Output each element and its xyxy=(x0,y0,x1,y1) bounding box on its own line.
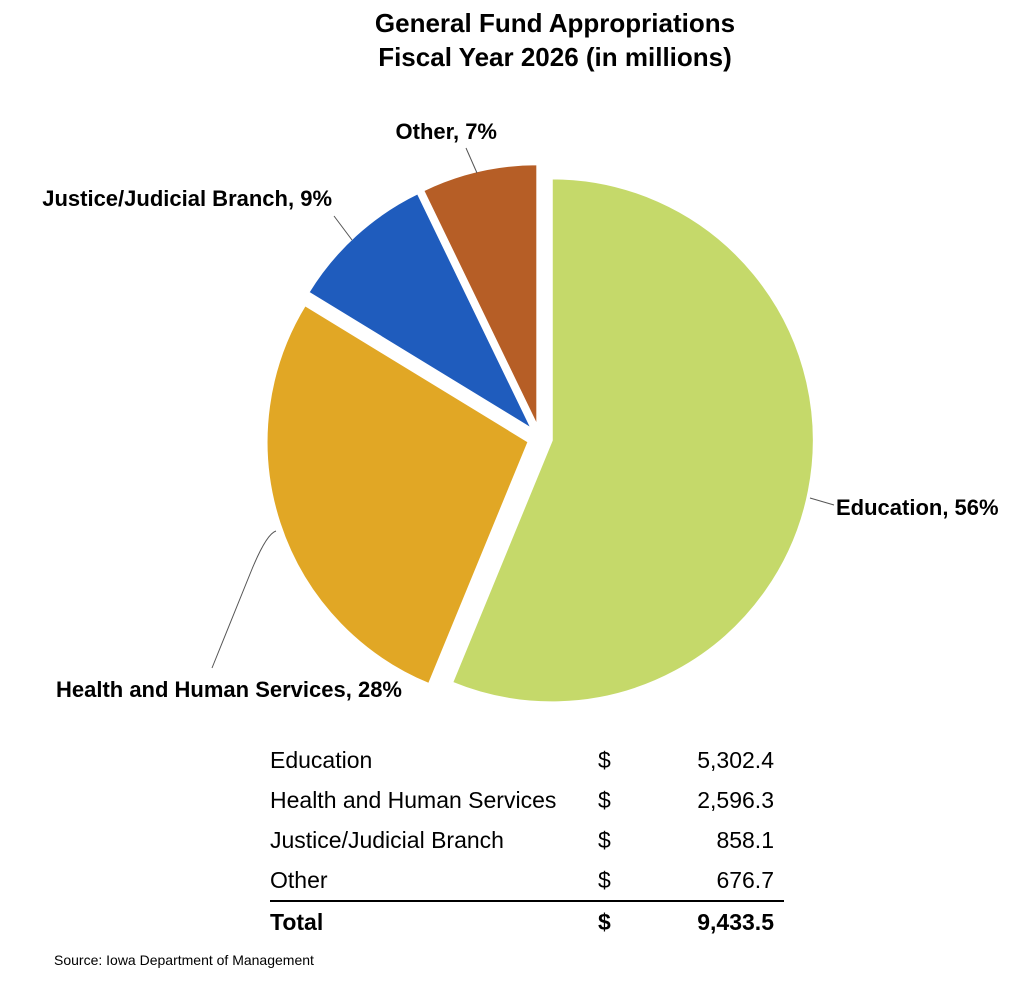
pie-chart: Education, 56% Health and Human Services,… xyxy=(42,119,999,704)
leader-line xyxy=(465,147,478,174)
row-currency: $ xyxy=(598,867,611,893)
row-value: 858.1 xyxy=(716,827,774,853)
leader-line xyxy=(809,497,835,506)
chart-title-line2: Fiscal Year 2026 (in millions) xyxy=(378,42,732,72)
source-note: Source: Iowa Department of Management xyxy=(54,952,314,968)
pie-slice-education xyxy=(450,177,815,704)
slice-label: Justice/Judicial Branch, 9% xyxy=(42,186,332,211)
table-total-row: Total $ 9,433.5 xyxy=(270,900,784,940)
table-row: Other $ 676.7 xyxy=(270,860,784,900)
total-value: 9,433.5 xyxy=(697,909,774,935)
chart-title-line1: General Fund Appropriations xyxy=(374,8,736,38)
appropriations-table: Education $ 5,302.4 Health and Human Ser… xyxy=(270,740,784,940)
total-currency: $ xyxy=(598,909,611,935)
slice-label: Other, 7% xyxy=(396,119,497,144)
row-value: 5,302.4 xyxy=(697,747,774,773)
row-label: Health and Human Services xyxy=(270,787,557,813)
pie-slice-health-and-human-services xyxy=(265,303,530,686)
leader-line xyxy=(211,530,277,669)
row-value: 2,596.3 xyxy=(697,787,774,813)
slice-label: Health and Human Services, 28% xyxy=(56,677,402,702)
row-currency: $ xyxy=(598,747,611,773)
pie-slice-other xyxy=(421,163,539,427)
slice-label: Education, 56% xyxy=(836,495,999,520)
row-currency: $ xyxy=(598,787,611,813)
pie-slice-justice-judicial-branch xyxy=(307,191,535,432)
row-value: 676.7 xyxy=(716,867,774,893)
table-row: Education $ 5,302.4 xyxy=(270,740,784,780)
chart-title: General Fund Appropriations Fiscal Year … xyxy=(0,6,1024,74)
row-label: Justice/Judicial Branch xyxy=(270,827,504,853)
total-label: Total xyxy=(270,909,324,935)
leader-line xyxy=(333,215,353,241)
row-label: Other xyxy=(270,867,328,893)
row-currency: $ xyxy=(598,827,611,853)
table-row: Justice/Judicial Branch $ 858.1 xyxy=(270,820,784,860)
table-row: Health and Human Services $ 2,596.3 xyxy=(270,780,784,820)
row-label: Education xyxy=(270,747,373,773)
